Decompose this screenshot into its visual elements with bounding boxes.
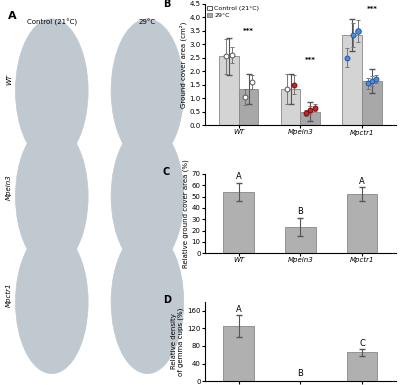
Bar (239, 89, 258, 125)
Text: C: C (359, 339, 365, 348)
Text: B: B (298, 208, 303, 216)
Circle shape (16, 230, 88, 373)
Circle shape (16, 19, 88, 162)
Y-axis label: Relative density
of gemma cups (%): Relative density of gemma cups (%) (171, 307, 184, 376)
Y-axis label: Relative ground cover area (%): Relative ground cover area (%) (182, 159, 189, 268)
Circle shape (111, 19, 184, 162)
Bar (223, 326, 254, 381)
Text: ***: *** (366, 6, 377, 12)
Bar (285, 227, 316, 253)
Bar (362, 81, 382, 125)
Text: B: B (163, 0, 170, 9)
Bar (347, 353, 378, 381)
Bar (219, 57, 239, 125)
Text: C: C (163, 167, 170, 177)
Text: ***: *** (243, 28, 254, 33)
Y-axis label: Ground cover area (cm²): Ground cover area (cm²) (179, 21, 186, 108)
Text: Control (21°C): Control (21°C) (27, 19, 77, 26)
Text: 29°C: 29°C (139, 19, 156, 25)
Legend: Control (21°C), 29°C: Control (21°C), 29°C (206, 5, 260, 19)
Text: A: A (359, 177, 365, 186)
Text: WT: WT (6, 74, 12, 85)
Text: A: A (236, 172, 242, 181)
Text: B: B (298, 368, 303, 378)
Text: A: A (8, 12, 16, 22)
Text: ***: *** (305, 57, 316, 63)
Bar (347, 194, 378, 253)
Text: Mpein3: Mpein3 (6, 174, 12, 200)
Text: Mpctr1: Mpctr1 (6, 282, 12, 306)
Circle shape (111, 230, 184, 373)
Bar (342, 35, 362, 125)
Circle shape (16, 125, 88, 268)
Bar (281, 89, 300, 125)
Bar (223, 192, 254, 253)
Bar (300, 112, 320, 125)
Circle shape (111, 125, 184, 268)
Text: A: A (236, 305, 242, 314)
Text: D: D (163, 295, 171, 305)
